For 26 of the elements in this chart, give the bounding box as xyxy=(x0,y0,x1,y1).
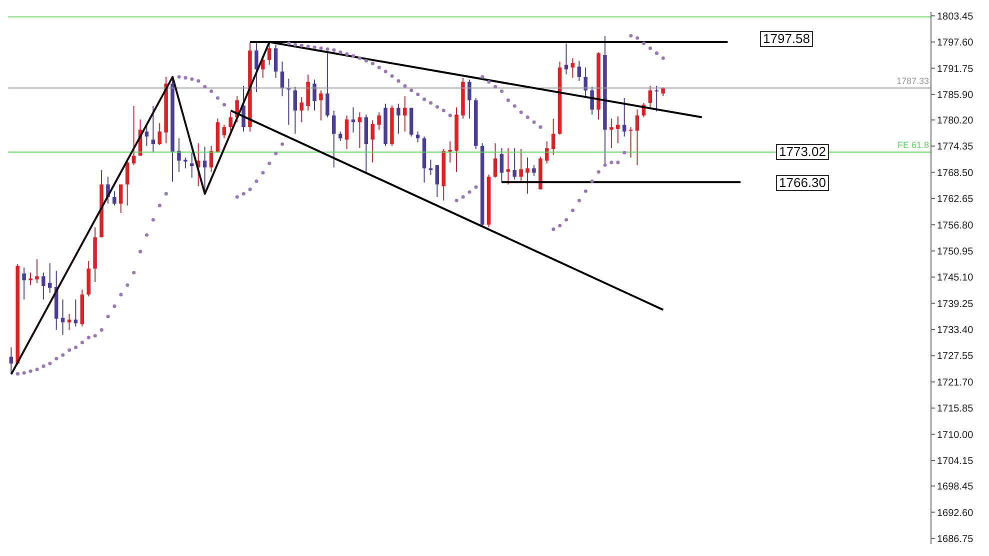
y-tick-label: 1710.00 xyxy=(937,430,974,441)
y-tick-label: 1686.75 xyxy=(937,534,974,545)
y-tick-label: 1704.15 xyxy=(937,456,974,468)
y-tick-label: 1750.95 xyxy=(937,246,974,258)
y-tick-label: 1727.55 xyxy=(937,351,974,362)
y-tick-label: 1791.75 xyxy=(937,64,974,75)
y-tick-label: 1785.90 xyxy=(937,90,974,101)
y-tick-label: 1698.45 xyxy=(937,482,974,493)
y-tick-label: 1715.85 xyxy=(937,404,974,415)
y-tick-label: 1721.70 xyxy=(937,377,974,388)
annotation: 1797.58 xyxy=(760,31,813,48)
y-tick-label: 1803.45 xyxy=(937,11,974,22)
y-tick-label: 1692.60 xyxy=(937,508,974,519)
annotation: 1766.30 xyxy=(776,174,829,191)
annotation: 1773.02 xyxy=(776,144,829,160)
y-tick-label: 1797.60 xyxy=(937,38,974,49)
y-tick-label: 1739.25 xyxy=(937,298,974,310)
y-tick-label: 1762.65 xyxy=(937,194,974,206)
ref-line-label: FE 61.8 xyxy=(896,140,929,152)
y-tick-label: 1780.20 xyxy=(937,115,974,126)
y-tick-label: 1745.10 xyxy=(937,272,974,284)
ref-line-label: 1787.33 xyxy=(895,76,929,87)
y-tick-label: 1774.35 xyxy=(937,142,974,153)
y-tick-label: 1733.40 xyxy=(937,325,974,336)
y-tick-label: 1756.80 xyxy=(937,220,974,232)
y-tick-label: 1768.50 xyxy=(937,168,974,179)
